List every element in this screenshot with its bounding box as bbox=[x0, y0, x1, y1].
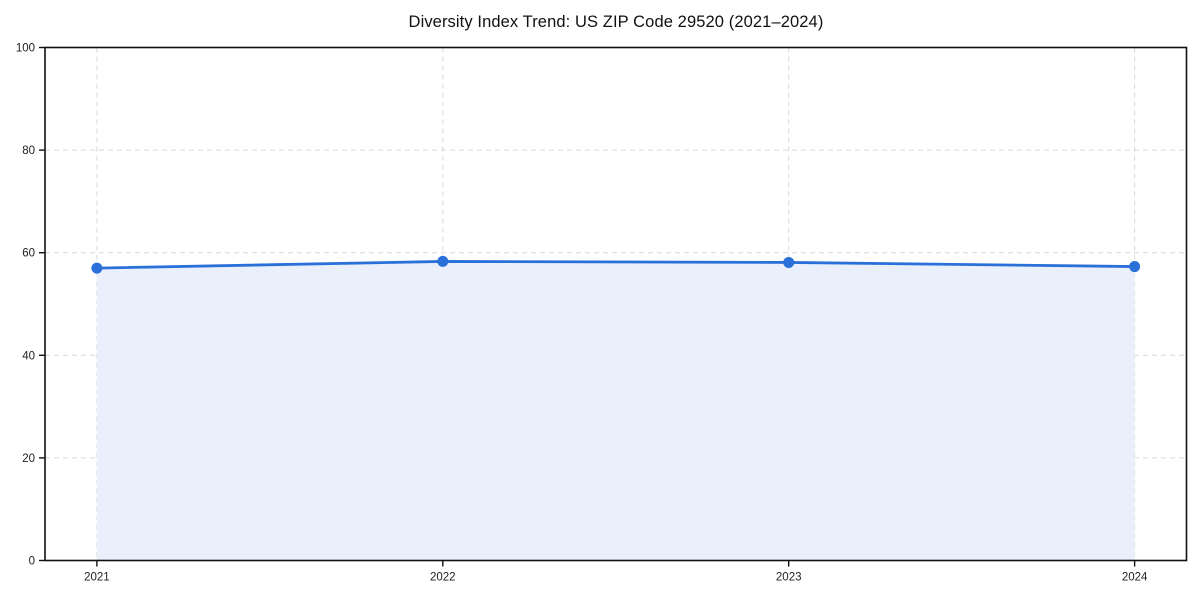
x-tick-label: 2022 bbox=[430, 572, 456, 584]
plot-spine-box bbox=[44, 46, 1188, 562]
y-tick-label: 0 bbox=[29, 556, 35, 568]
data-point-marker bbox=[783, 256, 795, 268]
y-tick-label: 60 bbox=[22, 248, 35, 260]
x-tick-label: 2023 bbox=[776, 572, 802, 584]
y-tick-label: 80 bbox=[22, 145, 35, 157]
y-tick-label: 20 bbox=[22, 453, 35, 465]
data-point-marker bbox=[91, 262, 103, 274]
area-fill bbox=[96, 261, 1135, 561]
y-tick-label: 100 bbox=[16, 43, 35, 55]
data-point-marker bbox=[1129, 261, 1141, 273]
chart-title: Diversity Index Trend: US ZIP Code 29520… bbox=[408, 13, 824, 31]
data-point-marker bbox=[437, 255, 449, 267]
y-tick-label: 40 bbox=[22, 350, 35, 362]
x-tick-label: 2024 bbox=[1122, 572, 1148, 584]
trend-line bbox=[95, 260, 1137, 270]
x-tick-label: 2021 bbox=[84, 572, 110, 584]
